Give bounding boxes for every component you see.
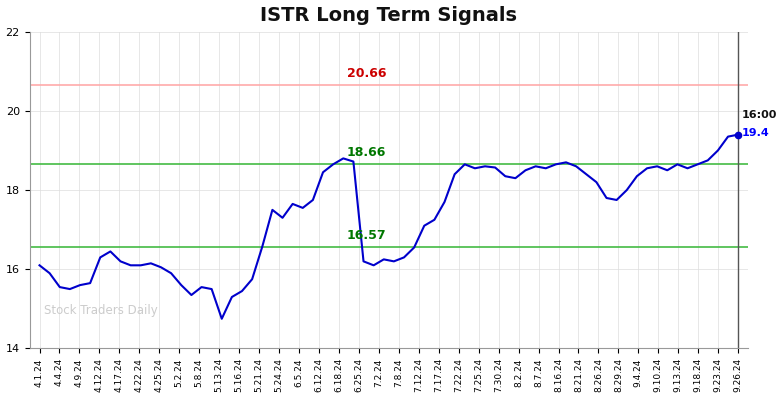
Text: 16:00: 16:00	[742, 110, 778, 120]
Text: 16.57: 16.57	[347, 229, 387, 242]
Text: 18.66: 18.66	[347, 146, 387, 159]
Text: Stock Traders Daily: Stock Traders Daily	[44, 304, 158, 317]
Title: ISTR Long Term Signals: ISTR Long Term Signals	[260, 6, 517, 25]
Text: 19.4: 19.4	[742, 128, 770, 138]
Text: 20.66: 20.66	[347, 67, 387, 80]
